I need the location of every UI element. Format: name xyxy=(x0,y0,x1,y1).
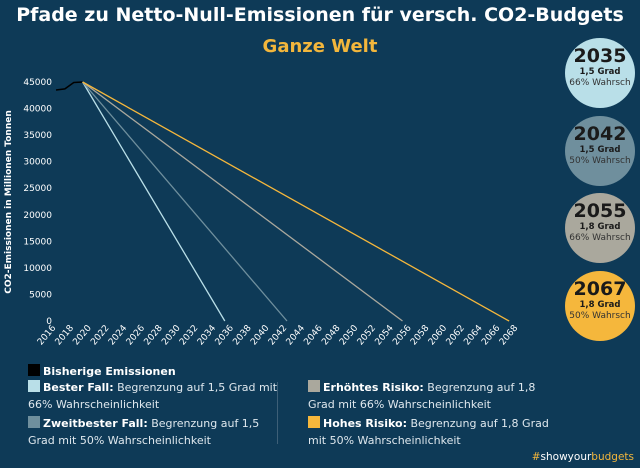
legend-item-high: Hohes Risiko: Begrenzung auf 1,8 Grad mi… xyxy=(308,415,558,449)
x-tick-label: 2040 xyxy=(249,323,272,347)
legend-swatch xyxy=(28,380,40,392)
budget-circle: 2042 1,5 Grad 50% Wahrsch xyxy=(565,115,635,186)
y-tick-label: 20000 xyxy=(23,211,52,221)
budget-circle: 2035 1,5 Grad 66% Wahrsch xyxy=(565,38,635,108)
legend-label: Erhöhtes Risiko: xyxy=(323,381,424,394)
circle-year: 2035 xyxy=(573,45,627,67)
series-line-2 xyxy=(82,81,288,322)
legend-swatch xyxy=(308,380,320,392)
x-tick-label: 2034 xyxy=(196,323,219,347)
y-tick-label: 0 xyxy=(46,317,52,327)
series-line-0 xyxy=(55,81,83,91)
y-tick-label: 25000 xyxy=(23,184,52,194)
legend-text: Begrenzung auf 1,5 Grad mit 66% Wahrsche… xyxy=(28,381,278,411)
y-tick-label: 10000 xyxy=(23,264,52,274)
y-tick-label: 35000 xyxy=(23,131,52,141)
legend-divider xyxy=(277,382,278,444)
x-tick-label: 2056 xyxy=(391,323,414,347)
x-tick-label: 2022 xyxy=(89,324,111,348)
circle-degree: 1,5 Grad xyxy=(579,144,621,155)
circle-year: 2042 xyxy=(573,122,627,145)
x-tick-label: 2036 xyxy=(214,323,237,347)
x-tick-label: 2020 xyxy=(71,323,94,347)
circle-probability: 50% Wahrsch xyxy=(569,155,631,166)
x-tick-label: 2060 xyxy=(427,323,450,347)
x-tick-label: 2028 xyxy=(143,323,166,347)
x-tick-label: 2064 xyxy=(462,323,485,347)
x-tick-label: 2048 xyxy=(320,323,343,347)
legend-swatch xyxy=(28,416,40,428)
legend-item-hist: Bisherige Emissionen xyxy=(28,363,176,380)
hash: # xyxy=(531,451,541,463)
x-tick-label: 2024 xyxy=(107,323,130,347)
x-tick-label: 2046 xyxy=(302,323,325,347)
y-tick-label: 30000 xyxy=(23,158,52,168)
legend-item-best: Bester Fall: Begrenzung auf 1,5 Grad mit… xyxy=(28,379,278,413)
x-tick-label: 2026 xyxy=(125,323,148,347)
hashtag-part: showyour xyxy=(540,451,592,463)
series-line-3 xyxy=(82,81,403,322)
x-tick-label: 2066 xyxy=(480,323,503,347)
y-axis-label: CO2-Emissionen in Millionen Tonnen xyxy=(4,110,14,294)
circle-degree: 1,8 Grad xyxy=(579,299,621,310)
x-tick-label: 2062 xyxy=(445,324,467,348)
y-tick-label: 45000 xyxy=(23,78,52,88)
legend-label: Bisherige Emissionen xyxy=(43,365,176,378)
circle-probability: 66% Wahrsch xyxy=(569,233,631,243)
chart-subtitle: Ganze Welt xyxy=(262,36,378,57)
hashtag-part: budgets xyxy=(591,451,634,463)
legend-label: Hohes Risiko: xyxy=(323,417,407,430)
x-tick-label: 2052 xyxy=(356,324,378,348)
budget-circle: 2067 1,8 Grad 50% Wahrsch xyxy=(565,270,635,341)
legend-text: Begrenzung auf 1,5 Grad mit 50% Wahrsche… xyxy=(28,417,260,447)
x-tick-label: 2068 xyxy=(498,323,521,347)
budget-circle: 2055 1,8 Grad 66% Wahrsch xyxy=(565,193,635,263)
legend-item-risk: Erhöhtes Risiko: Begrenzung auf 1,8 Grad… xyxy=(308,379,558,413)
circle-degree: 1,5 Grad xyxy=(579,67,621,77)
x-tick-label: 2044 xyxy=(285,323,308,347)
y-tick-label: 5000 xyxy=(29,290,52,300)
legend-label: Zweitbester Fall: xyxy=(43,417,148,430)
x-tick-label: 2016 xyxy=(36,323,59,347)
circle-degree: 1,8 Grad xyxy=(579,222,621,232)
hashtag: #showyourbudgets xyxy=(532,451,634,463)
x-tick-label: 2042 xyxy=(267,324,289,348)
series-line-4 xyxy=(82,81,510,322)
circle-probability: 66% Wahrsch xyxy=(569,78,631,88)
x-tick-label: 2050 xyxy=(338,323,361,347)
y-tick-label: 40000 xyxy=(23,105,52,115)
x-tick-label: 2058 xyxy=(409,323,432,347)
legend-swatch xyxy=(28,364,40,376)
y-tick-label: 15000 xyxy=(23,237,52,247)
x-tick-label: 2030 xyxy=(160,323,183,347)
circle-year: 2055 xyxy=(573,200,627,222)
line-chart: 0 5000 10000 15000 20000 25000 30000 35000 40000… xyxy=(4,78,521,348)
legend-label: Bester Fall: xyxy=(43,381,114,394)
legend-text: Begrenzung auf 1,8 Grad mit 50% Wahrsche… xyxy=(308,417,549,447)
chart-title: Pfade zu Netto-Null-Emissionen für versc… xyxy=(16,4,624,26)
x-tick-label: 2054 xyxy=(374,323,397,347)
series-line-1 xyxy=(82,81,226,322)
circle-year: 2067 xyxy=(573,277,627,300)
x-tick-label: 2038 xyxy=(231,323,254,347)
legend-swatch xyxy=(308,416,320,428)
x-tick-label: 2018 xyxy=(54,323,77,347)
legend-item-second: Zweitbester Fall: Begrenzung auf 1,5 Gra… xyxy=(28,415,278,449)
legend-text: Begrenzung auf 1,8 Grad mit 66% Wahrsche… xyxy=(308,381,536,411)
circle-probability: 50% Wahrsch xyxy=(569,310,631,321)
x-tick-label: 2032 xyxy=(178,324,200,348)
